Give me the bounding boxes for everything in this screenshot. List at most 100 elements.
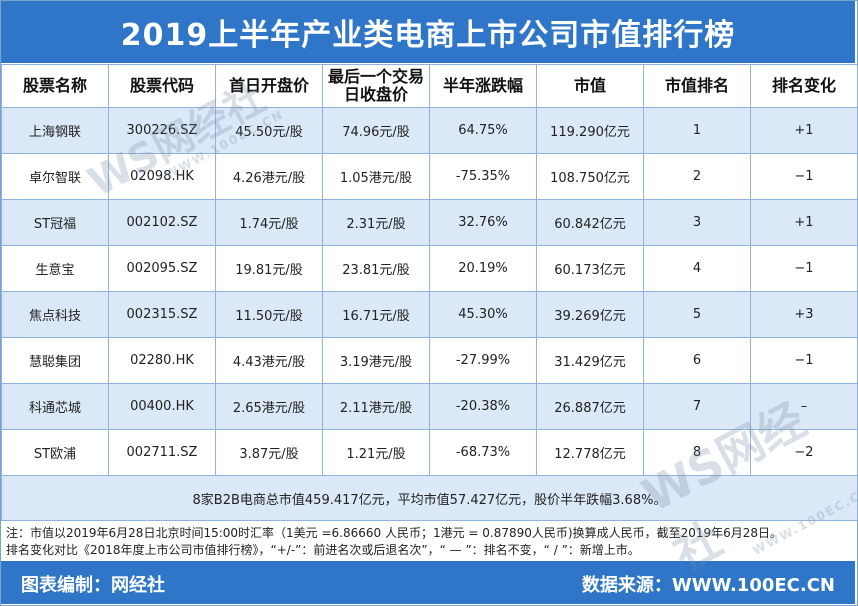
column-header: 最后一个交易 日收盘价 [322, 64, 430, 108]
stock-name-cell: 科通芯城 [1, 383, 109, 430]
change-cell: -75.35% [429, 153, 537, 200]
footer-credit: 图表编制：网经社 [21, 575, 165, 596]
stock-name-cell: ST欧浦 [1, 429, 109, 476]
rank-cell: 6 [643, 337, 751, 384]
stock-name-cell: ST冠福 [1, 199, 109, 246]
open-price-cell: 45.50元/股 [215, 107, 323, 154]
close-price-cell: 1.05港元/股 [322, 153, 430, 200]
column-header-label: 市值 [573, 76, 606, 95]
table-row: 慧聪集团 02280.HK 4.43港元/股 3.19港元/股 -27.99% 31.42… [1, 337, 858, 384]
market-cap-cell: 26.887亿元 [536, 383, 644, 430]
stock-code-cell: 002095.SZ [108, 245, 216, 292]
stock-code-cell: 300226.SZ [108, 107, 216, 154]
rank-cell: 5 [643, 291, 751, 338]
rank-cell: 2 [643, 153, 751, 200]
stock-code-cell: 002315.SZ [108, 291, 216, 338]
rank-cell: 7 [643, 383, 751, 430]
table-row: ST冠福 002102.SZ 1.74元/股 2.31元/股 32.76% 60.842亿… [1, 199, 858, 246]
column-header: 首日开盘价 [215, 64, 323, 108]
table-row: 科通芯城 00400.HK 2.65港元/股 2.11港元/股 -20.38% 26.88… [1, 383, 858, 430]
table-row: 上海钢联 300226.SZ 45.50元/股 74.96元/股 64.75% 119.2… [1, 107, 858, 154]
column-header-label: 最后一个交易 [327, 67, 424, 86]
column-header: 半年涨跌幅 [429, 64, 537, 108]
rank-change-cell: −1 [750, 245, 858, 292]
table-row: 生意宝 002095.SZ 19.81元/股 23.81元/股 20.19% 60.173… [1, 245, 858, 292]
column-header-label: 股票代码 [129, 76, 194, 95]
close-price-cell: 74.96元/股 [322, 107, 430, 154]
title-bar: 2019上半年产业类电商上市公司市值排行榜 [1, 1, 855, 63]
close-price-cell: 2.11港元/股 [322, 383, 430, 430]
change-cell: -20.38% [429, 383, 537, 430]
open-price-cell: 1.74元/股 [215, 199, 323, 246]
open-price-cell: 3.87元/股 [215, 429, 323, 476]
stock-name-cell: 上海钢联 [1, 107, 109, 154]
column-header-label: 半年涨跌幅 [442, 76, 523, 95]
column-header: 排名变化 [750, 64, 858, 108]
open-price-cell: 4.26港元/股 [215, 153, 323, 200]
footnote-line: 注：市值以2019年6月28日北京时间15:00时汇率（1美元 =6.86660… [6, 526, 783, 540]
rank-cell: 1 [643, 107, 751, 154]
rank-cell: 8 [643, 429, 751, 476]
close-price-cell: 16.71元/股 [322, 291, 430, 338]
open-price-cell: 4.43港元/股 [215, 337, 323, 384]
market-cap-cell: 119.290亿元 [536, 107, 644, 154]
stock-name-cell: 卓尔智联 [1, 153, 109, 200]
market-cap-cell: 39.269亿元 [536, 291, 644, 338]
footnote-line: 排名变化对比《2018年度上市公司市值排行榜》，“+/-”：前进名次或后退名次”… [6, 543, 640, 557]
stock-code-cell: 02280.HK [108, 337, 216, 384]
stock-code-cell: 002711.SZ [108, 429, 216, 476]
column-header: 市值 [536, 64, 644, 108]
change-cell: 64.75% [429, 107, 537, 154]
change-cell: 20.19% [429, 245, 537, 292]
close-price-cell: 3.19港元/股 [322, 337, 430, 384]
open-price-cell: 19.81元/股 [215, 245, 323, 292]
rank-cell: 4 [643, 245, 751, 292]
column-header-label: 市值排名 [664, 76, 729, 95]
page-title: 2019上半年产业类电商上市公司市值排行榜 [120, 18, 736, 53]
close-price-cell: 2.31元/股 [322, 199, 430, 246]
market-cap-cell: 12.778亿元 [536, 429, 644, 476]
market-cap-cell: 60.173亿元 [536, 245, 644, 292]
rank-change-cell: +3 [750, 291, 858, 338]
market-cap-cell: 31.429亿元 [536, 337, 644, 384]
table-row: 焦点科技 002315.SZ 11.50元/股 16.71元/股 45.30% 39.26… [1, 291, 858, 338]
column-header: 股票代码 [108, 64, 216, 108]
market-cap-cell: 60.842亿元 [536, 199, 644, 246]
rank-change-cell: +1 [750, 199, 858, 246]
stock-name-cell: 生意宝 [1, 245, 109, 292]
change-cell: -27.99% [429, 337, 537, 384]
footer-bar: 图表编制：网经社 数据来源：WWW.100EC.CN [1, 561, 855, 604]
ranking-table: 股票名称 股票代码 首日开盘价 最后一个交易 日收盘价 半年涨跌幅 市值 市值排名 排名变化 上… [1, 64, 858, 521]
column-header-label: 股票名称 [22, 76, 87, 95]
close-price-cell: 1.21元/股 [322, 429, 430, 476]
change-cell: 32.76% [429, 199, 537, 246]
change-cell: 45.30% [429, 291, 537, 338]
summary-row: 8家B2B电商总市值459.417亿元，平均市值57.427亿元，股价半年跌幅3… [1, 475, 858, 521]
footer-source: 数据来源：WWW.100EC.CN [581, 575, 835, 596]
stock-code-cell: 02098.HK [108, 153, 216, 200]
close-price-cell: 23.81元/股 [322, 245, 430, 292]
summary-text: 8家B2B电商总市值459.417亿元，平均市值57.427亿元，股价半年跌幅3… [1, 475, 858, 521]
rank-change-cell: – [750, 383, 858, 430]
column-header-label: 排名变化 [771, 76, 836, 95]
stock-code-cell: 00400.HK [108, 383, 216, 430]
rank-change-cell: +1 [750, 107, 858, 154]
open-price-cell: 2.65港元/股 [215, 383, 323, 430]
stock-code-cell: 002102.SZ [108, 199, 216, 246]
column-header: 股票名称 [1, 64, 109, 108]
table-row: 卓尔智联 02098.HK 4.26港元/股 1.05港元/股 -75.35% 108.7… [1, 153, 858, 200]
table-row: ST欧浦 002711.SZ 3.87元/股 1.21元/股 -68.73% 12.778… [1, 429, 858, 476]
stock-name-cell: 慧聪集团 [1, 337, 109, 384]
open-price-cell: 11.50元/股 [215, 291, 323, 338]
stock-name-cell: 焦点科技 [1, 291, 109, 338]
rank-cell: 3 [643, 199, 751, 246]
table-header-row: 股票名称 股票代码 首日开盘价 最后一个交易 日收盘价 半年涨跌幅 市值 市值排名 排名变化 [1, 64, 858, 108]
rank-change-cell: −2 [750, 429, 858, 476]
column-header: 市值排名 [643, 64, 751, 108]
column-header-label: 首日开盘价 [228, 76, 309, 95]
market-cap-cell: 108.750亿元 [536, 153, 644, 200]
change-cell: -68.73% [429, 429, 537, 476]
rank-change-cell: −1 [750, 153, 858, 200]
footnotes: 注：市值以2019年6月28日北京时间15:00时汇率（1美元 =6.86660… [6, 525, 852, 559]
rank-change-cell: −1 [750, 337, 858, 384]
